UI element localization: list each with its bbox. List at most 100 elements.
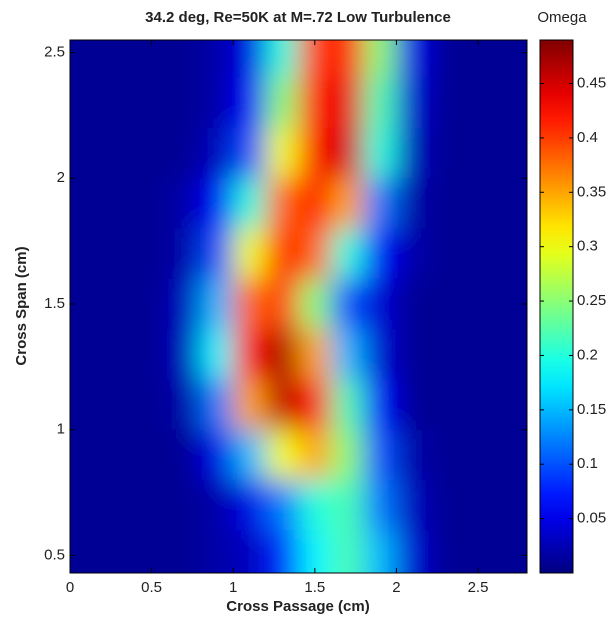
field-cell — [70, 479, 103, 531]
field-cell — [200, 530, 234, 573]
field-cell — [135, 40, 168, 78]
field-cell — [265, 77, 299, 128]
plot-area — [70, 40, 527, 573]
field-cell — [331, 77, 364, 128]
field — [70, 40, 527, 573]
field-cell — [494, 329, 527, 380]
field-cell — [363, 379, 397, 430]
field-cell — [298, 429, 332, 480]
field-cell — [494, 530, 527, 573]
field-cell — [494, 127, 527, 179]
field-cell — [70, 329, 103, 380]
field-cell — [70, 228, 103, 279]
field-cell — [298, 127, 332, 179]
field-cell — [298, 40, 332, 78]
field-cell — [233, 479, 266, 531]
field-cell — [461, 228, 495, 279]
field-cell — [167, 278, 201, 330]
y-tick-label: 1.5 — [44, 295, 65, 312]
field-cell — [461, 77, 495, 128]
field-cell — [461, 479, 495, 531]
field-cell — [200, 40, 234, 78]
field-cell — [135, 77, 168, 128]
field-cell — [102, 127, 136, 179]
colorbar — [539, 39, 574, 574]
field-cell — [331, 127, 364, 179]
field-cell — [461, 278, 495, 330]
x-tick-label: 2.5 — [468, 579, 489, 596]
field-cell — [494, 40, 527, 78]
field-cell — [363, 329, 397, 380]
field-cell — [70, 77, 103, 128]
y-tick-label: 2.5 — [44, 44, 65, 61]
field-cell — [265, 429, 299, 480]
field-cell — [167, 530, 201, 573]
field-cell — [331, 329, 364, 380]
field-cell — [331, 530, 364, 573]
field-cell — [102, 530, 136, 573]
colorbar-tick-label: 0.05 — [577, 510, 606, 527]
field-cell — [494, 77, 527, 128]
field-cell — [70, 530, 103, 573]
field-cell — [494, 278, 527, 330]
field-cell — [331, 278, 364, 330]
field-cell — [102, 178, 136, 229]
field-cell — [363, 178, 397, 229]
field-cell — [102, 77, 136, 128]
field-cell — [135, 278, 168, 330]
field-cell — [200, 329, 234, 380]
field-cell — [429, 77, 462, 128]
chart-title: 34.2 deg, Re=50K at M=.72 Low Turbulence — [145, 9, 451, 26]
field-cell — [200, 429, 234, 480]
field-cell — [461, 178, 495, 229]
y-tick-label: 2 — [57, 169, 65, 186]
field-cell — [396, 178, 430, 229]
field-cell — [363, 479, 397, 531]
field-cell — [135, 379, 168, 430]
field-cell — [70, 40, 103, 78]
field-cell — [233, 278, 266, 330]
field-cell — [167, 429, 201, 480]
x-axis-label: Cross Passage (cm) — [226, 598, 369, 615]
field-cell — [461, 329, 495, 380]
field-cell — [167, 127, 201, 179]
x-tick-label: 1.5 — [304, 579, 325, 596]
field-cell — [429, 429, 462, 480]
colorbar-tick-label: 0.25 — [577, 292, 606, 309]
field-cell — [102, 40, 136, 78]
field-cell — [265, 40, 299, 78]
x-tick-label: 2 — [392, 579, 400, 596]
field-cell — [331, 40, 364, 78]
field-cell — [396, 379, 430, 430]
field-cell — [200, 178, 234, 229]
colorbar-tick-label: 0.3 — [577, 238, 598, 255]
field-cell — [233, 77, 266, 128]
field-cell — [70, 278, 103, 330]
field-cell — [135, 479, 168, 531]
colorbar-tick-label: 0.2 — [577, 346, 598, 363]
field-cell — [461, 40, 495, 78]
field-cell — [461, 127, 495, 179]
field-cell — [331, 379, 364, 430]
field-cell — [167, 40, 201, 78]
colorbar-label: Omega — [537, 9, 587, 26]
field-cell — [200, 379, 234, 430]
field-cell — [494, 228, 527, 279]
field-cell — [265, 479, 299, 531]
field-cell — [331, 178, 364, 229]
field-cell — [298, 178, 332, 229]
axes: 0 0.5 1 1.5 2 2.50.511.522.50.050.10.150.20.2… — [44, 39, 606, 596]
field-cell — [102, 429, 136, 480]
x-tick-label: 1 — [229, 579, 237, 596]
field-cell — [167, 77, 201, 128]
colorbar-tick-label: 0.4 — [577, 129, 598, 146]
field-cell — [429, 228, 462, 279]
field-cell — [494, 429, 527, 480]
field-cell — [298, 278, 332, 330]
y-tick-label: 1 — [57, 421, 65, 438]
field-cell — [265, 530, 299, 573]
field-cell — [233, 178, 266, 229]
field-cell — [396, 479, 430, 531]
x-tick-label: 0.5 — [141, 579, 162, 596]
